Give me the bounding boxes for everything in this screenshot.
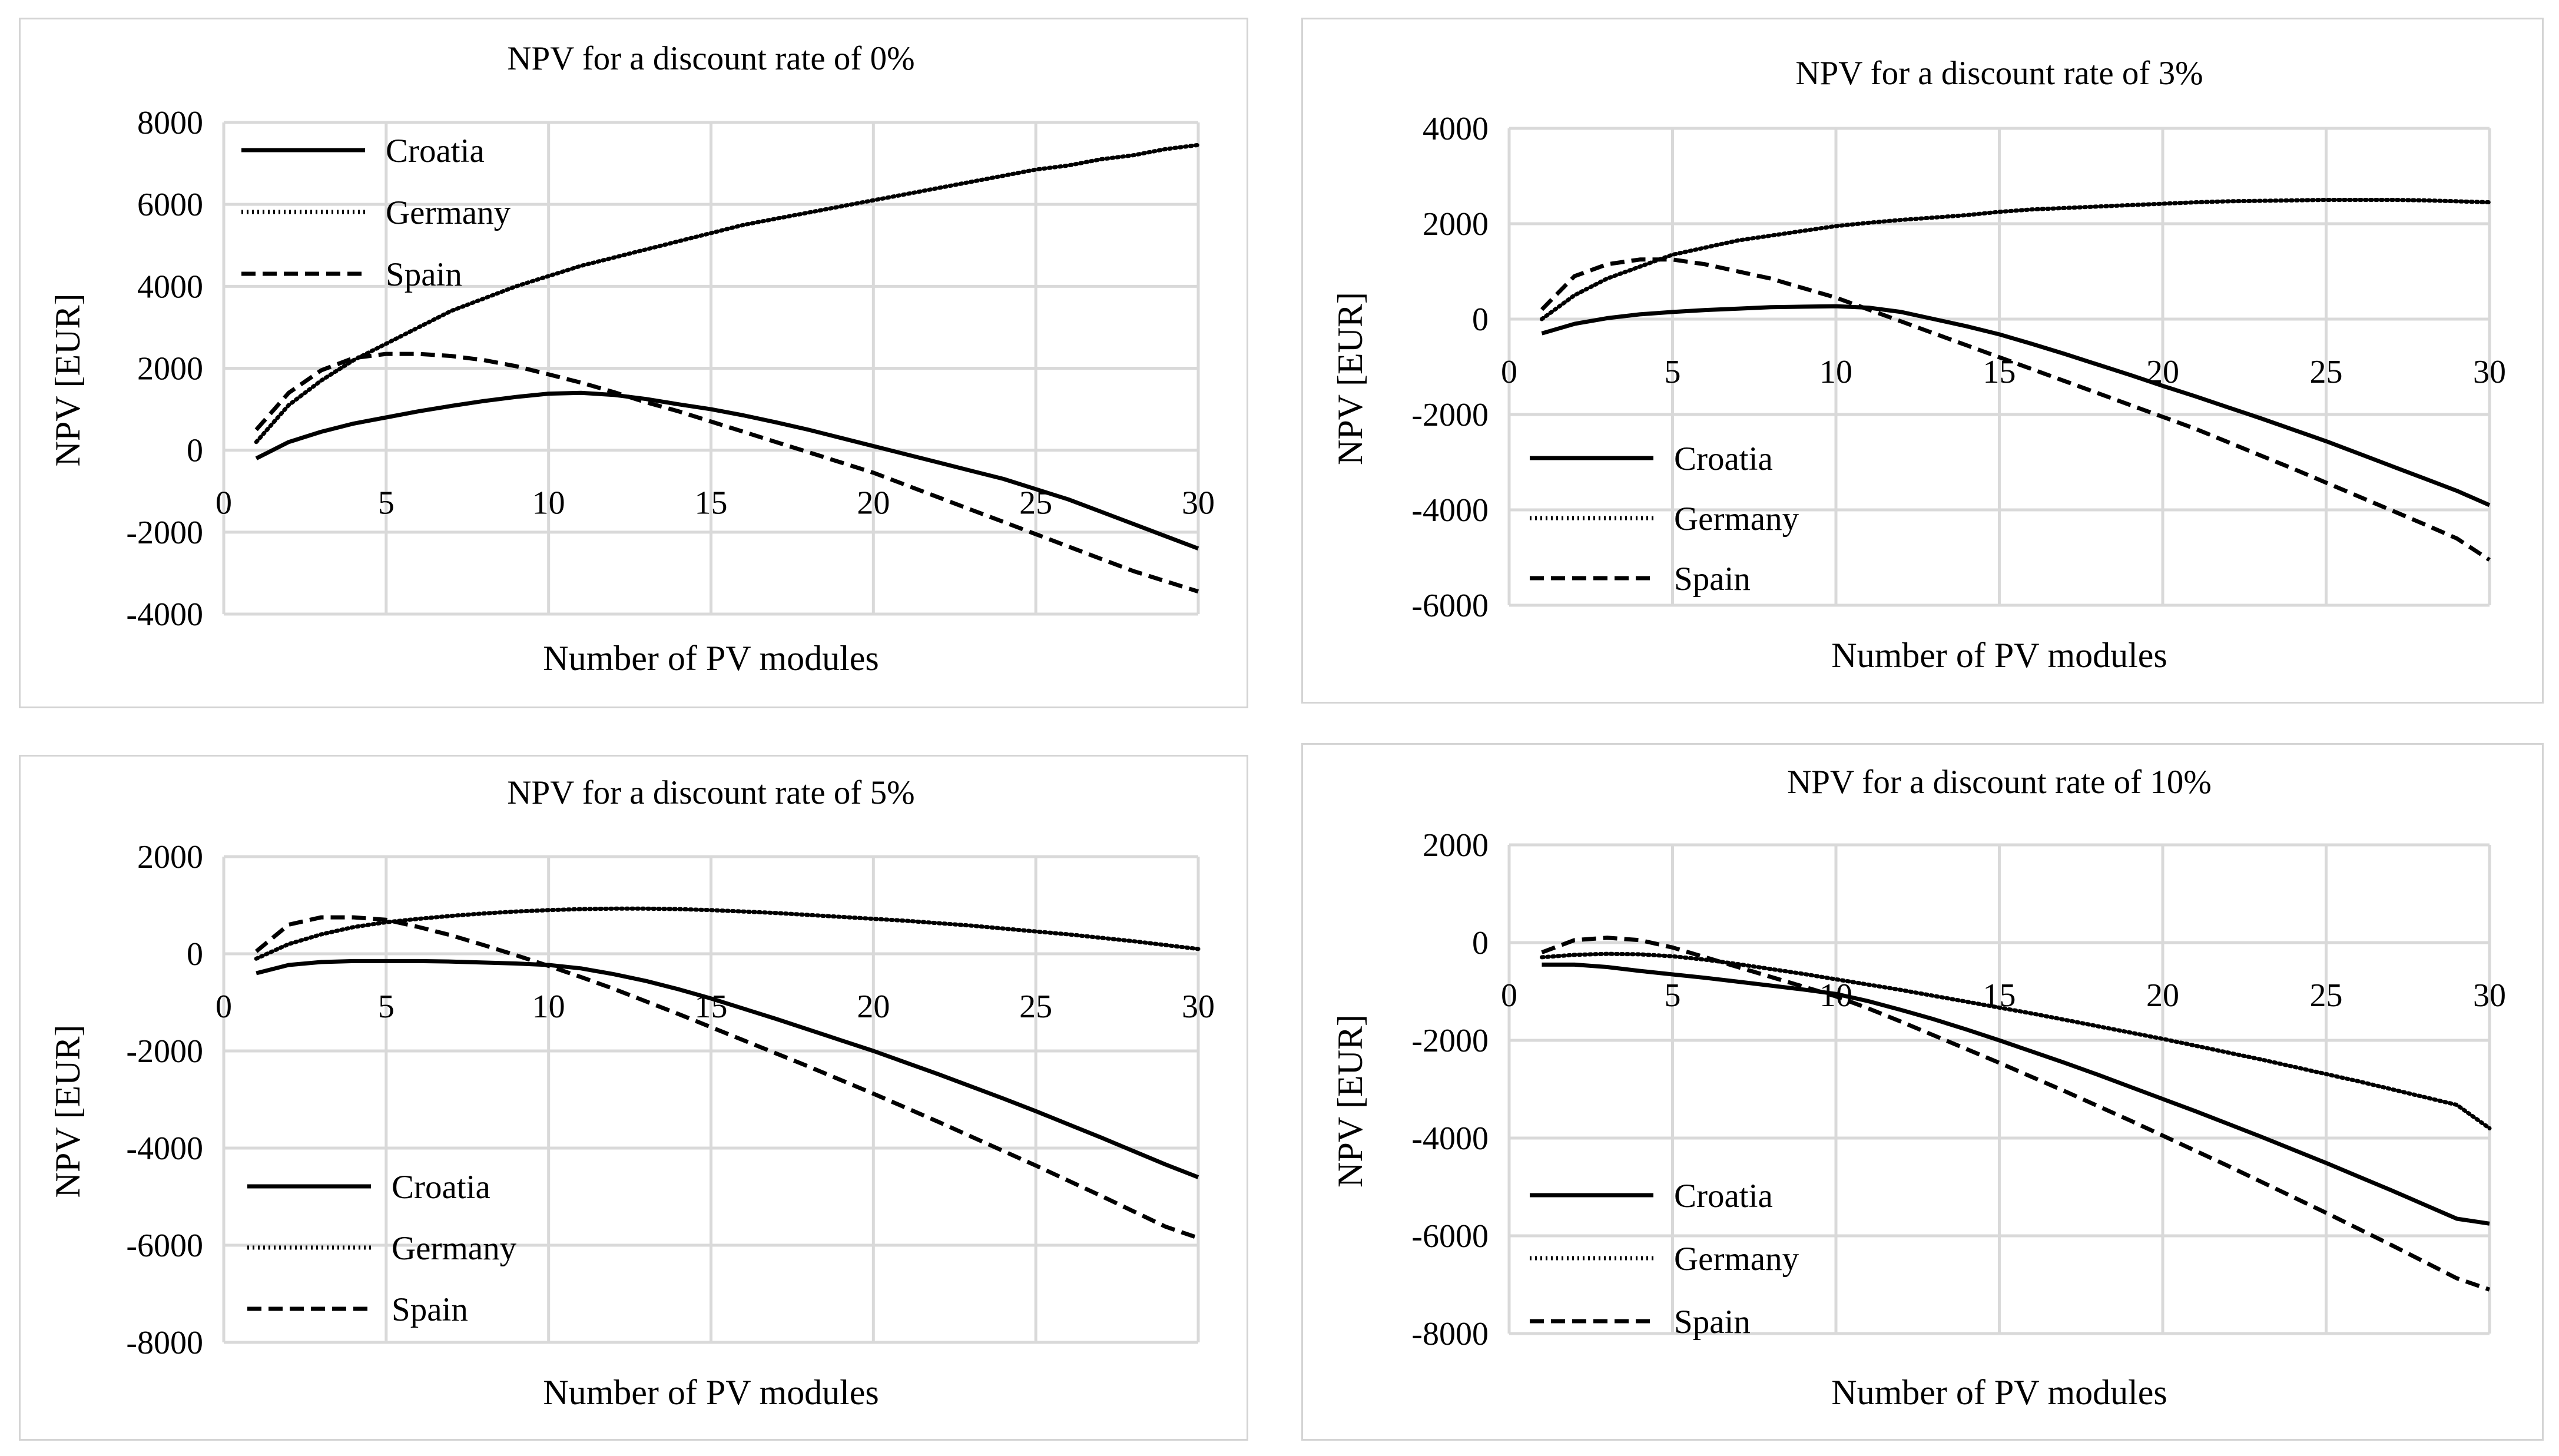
y-tick-label: 6000 [137, 187, 203, 223]
series-line-croatia [1541, 304, 2491, 508]
x-tick-label: 20 [857, 989, 890, 1025]
chart-panel-2: NPV for a discount rate of 5% 2000 0 -2000 -… [19, 755, 1248, 1441]
x-tick-label: 0 [216, 485, 232, 522]
x-tick-label: 5 [378, 989, 395, 1025]
y-tick-label: -4000 [1411, 1120, 1489, 1157]
x-tick-label: 30 [2473, 354, 2506, 390]
x-tick-label: 25 [2310, 977, 2343, 1014]
y-tick-label: -8000 [126, 1325, 203, 1361]
x-tick-label: 25 [2310, 354, 2343, 390]
y-tick-label: -4000 [1411, 492, 1489, 529]
chart-title: NPV for a discount rate of 3% [1795, 55, 2203, 92]
y-tick-label: -2000 [1411, 1023, 1489, 1059]
y-axis-label: NPV [EUR] [48, 1025, 87, 1198]
chart-title: NPV for a discount rate of 0% [507, 40, 914, 77]
chart-title: NPV for a discount rate of 5% [507, 774, 914, 811]
series-line-germany [1540, 198, 2492, 321]
x-axis-label: Number of PV modules [1831, 636, 2167, 675]
series-line-spain [254, 915, 1199, 1240]
y-tick-label: 4000 [137, 268, 203, 305]
y-tick-label: -4000 [126, 1130, 203, 1167]
y-tick-label: 2000 [1423, 827, 1489, 864]
series-line-croatia [256, 958, 1199, 1179]
series-line-spain [254, 351, 1199, 594]
y-tick-label: -6000 [126, 1228, 203, 1264]
chart-svg-3: NPV for a discount rate of 10% 2000 0 -2000… [1331, 764, 2506, 1412]
x-tick-label: 20 [2146, 977, 2179, 1014]
y-tick-label: 2000 [1423, 206, 1489, 243]
x-tick-label: 0 [1501, 977, 1517, 1014]
y-tick-label: 0 [187, 936, 203, 973]
x-tick-label: 10 [1819, 354, 1852, 390]
x-tick-label: 30 [2473, 977, 2506, 1014]
x-tick-label: 5 [1665, 354, 1681, 390]
x-tick-label: 0 [216, 989, 232, 1025]
x-tick-label: 25 [1019, 989, 1052, 1025]
x-tick-label: 0 [1501, 354, 1517, 390]
series-line-spain [1541, 936, 2491, 1292]
y-tick-label: -6000 [1411, 588, 1489, 624]
legend-label: Spain [386, 256, 462, 293]
chart-panel-0: NPV for a discount rate of 0% 8000 6000 400… [19, 18, 1248, 708]
x-tick-label: 20 [857, 485, 890, 522]
series-line-spain [1540, 257, 2491, 562]
y-tick-label: 4000 [1423, 111, 1489, 147]
legend-label: Spain [392, 1291, 468, 1328]
y-tick-label: -8000 [1411, 1316, 1489, 1352]
legend-label: Croatia [392, 1169, 490, 1206]
y-tick-label: 2000 [137, 351, 203, 387]
y-tick-label: -2000 [126, 515, 203, 551]
legend-label: Germany [386, 194, 511, 231]
y-axis-label: NPV [EUR] [1331, 292, 1370, 465]
y-tick-label: 2000 [137, 839, 203, 875]
x-axis-label: Number of PV modules [543, 1373, 879, 1412]
y-tick-label: 0 [1472, 925, 1489, 961]
legend-label: Spain [1674, 560, 1751, 598]
legend-label: Croatia [1674, 1178, 1773, 1215]
chart-svg-1: NPV for a discount rate of 3% 4000 2000 0 -2… [1331, 55, 2506, 675]
series-line-croatia [1542, 962, 2490, 1226]
legend-label: Croatia [386, 132, 485, 170]
x-tick-label: 15 [695, 485, 728, 522]
x-tick-label: 10 [532, 989, 565, 1025]
y-axis-label: NPV [EUR] [1331, 1014, 1370, 1188]
y-tick-label: 0 [187, 433, 203, 469]
chart-svg-2: NPV for a discount rate of 5% 2000 0 -2000 -… [48, 774, 1215, 1412]
chart-panel-1: NPV for a discount rate of 3% 4000 2000 0 -2… [1301, 18, 2544, 704]
chart-title: NPV for a discount rate of 10% [1787, 764, 2212, 801]
y-axis-label: NPV [EUR] [48, 294, 87, 467]
legend-label: Germany [1674, 1241, 1799, 1278]
y-tick-label: 0 [1472, 301, 1489, 338]
x-tick-label: 30 [1182, 485, 1215, 522]
y-tick-label: -2000 [126, 1033, 203, 1070]
y-tick-label: -6000 [1411, 1218, 1489, 1255]
x-tick-label: 30 [1182, 989, 1215, 1025]
chart-panel-3: NPV for a discount rate of 10% 2000 0 -2000… [1301, 743, 2544, 1441]
series-line-germany [1540, 951, 2492, 1130]
x-tick-label: 5 [1665, 977, 1681, 1014]
x-axis-label: Number of PV modules [1831, 1373, 2167, 1412]
y-tick-label: 8000 [137, 105, 203, 141]
series-line-germany [254, 142, 1201, 445]
x-tick-label: 10 [532, 485, 565, 522]
chart-svg-0: NPV for a discount rate of 0% 8000 6000 400… [48, 40, 1215, 678]
legend-label: Germany [1674, 500, 1799, 538]
x-axis-label: Number of PV modules [543, 639, 879, 678]
legend-label: Croatia [1674, 440, 1773, 477]
series-line-germany [254, 906, 1201, 961]
y-tick-label: -4000 [126, 596, 203, 633]
legend-label: Spain [1674, 1304, 1751, 1341]
legend-label: Germany [392, 1230, 517, 1267]
series-line-croatia [255, 390, 1199, 550]
y-tick-label: -2000 [1411, 397, 1489, 433]
x-tick-label: 5 [378, 485, 395, 522]
